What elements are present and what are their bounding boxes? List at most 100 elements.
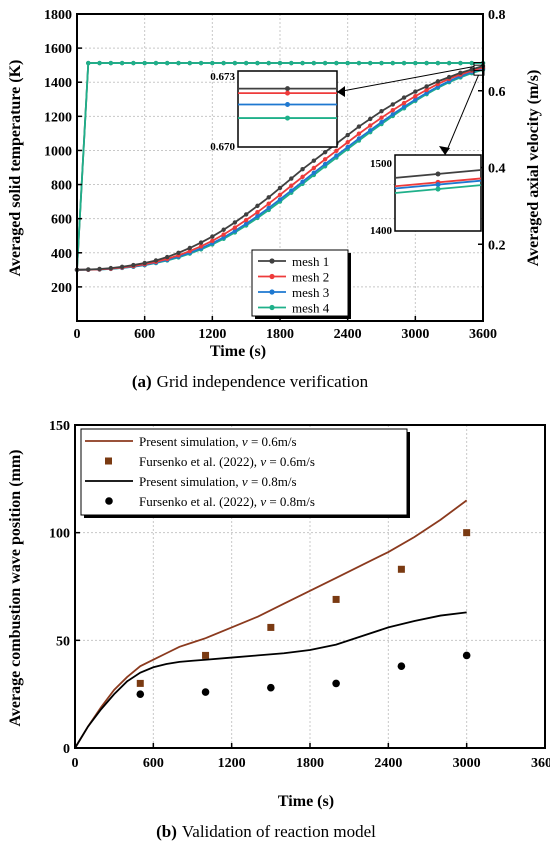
a-temperature-point [232, 220, 238, 225]
a-inset-velocity-tick-bottom: 0.670 [210, 141, 235, 153]
b-legend-label-suffix: = 0.6m/s [248, 434, 297, 449]
panel-b-caption-text: Validation of reaction model [182, 822, 376, 841]
a-temperature-point [322, 161, 328, 167]
a-temperature-point [289, 188, 294, 193]
a-temperature-point [379, 115, 384, 120]
a-velocity-point [131, 60, 136, 66]
a-temperature-point [210, 234, 215, 239]
a-inset-temperature-tick-top: 1500 [370, 158, 393, 170]
b-legend-swatch-square [105, 457, 112, 465]
panel-b-series [74, 499, 471, 749]
a-temperature-point [266, 205, 271, 211]
a-inset-velocity-point [285, 86, 290, 92]
a-inset-velocity-point [285, 101, 290, 107]
a-temperature-point [300, 179, 305, 184]
a-y2-tick-label: 0.2 [488, 238, 506, 253]
a-temperature-point [243, 212, 249, 217]
a-temperature-point [424, 90, 429, 96]
a-zoom-marker-temperature [473, 64, 485, 76]
b-x-tick-label: 0 [72, 756, 79, 771]
a-y-tick-label: 600 [51, 213, 72, 228]
panel-b-caption-label: (b) [156, 822, 177, 841]
a-inset-velocity-point [285, 115, 290, 121]
a-temperature-point [210, 238, 215, 244]
a-temperature-point [311, 170, 317, 175]
b-legend-swatch-circle [105, 497, 113, 505]
a-temperature-point [322, 157, 328, 162]
a-velocity-point [165, 60, 170, 66]
a-inset-temperature-point [435, 182, 441, 188]
b-line [74, 499, 468, 749]
a-legend-swatch-marker [269, 304, 275, 311]
a-temperature-point [390, 107, 395, 113]
b-legend-label-var: v [260, 454, 266, 469]
a-temperature-point [289, 183, 294, 188]
a-velocity-point [142, 60, 147, 66]
a-velocity-point [243, 60, 249, 66]
b-legend-label: Present simulation, v = 0.8m/s [139, 474, 297, 489]
panel-b-caption: (b) Validation of reaction model [156, 822, 376, 841]
b-square-point [397, 565, 405, 573]
a-temperature-point [322, 149, 328, 155]
panel-a-caption-text: Grid independence verification [157, 372, 369, 391]
a-temperature-point [277, 185, 283, 191]
a-y-tick-label: 400 [51, 247, 72, 262]
b-legend-label-var: v [242, 474, 248, 489]
a-temperature-point [255, 203, 260, 209]
a-temperature-point [334, 153, 339, 158]
a-temperature-point [232, 225, 238, 230]
panel-a-series [74, 60, 486, 273]
b-legend-label-prefix: Present simulation, [139, 474, 242, 489]
a-x-tick-label: 3600 [469, 327, 497, 342]
a-y-tick-label: 800 [51, 179, 72, 194]
b-square-point [332, 595, 340, 603]
a-y-tick-label: 1400 [44, 76, 72, 91]
a-temperature-point [198, 240, 204, 245]
a-inset-temperature-arrowhead [439, 146, 450, 155]
a-x-tick-label: 3000 [401, 327, 429, 342]
a-x-tick-label: 600 [134, 327, 155, 342]
a-temperature-point [368, 123, 373, 128]
a-temperature-point [97, 266, 102, 272]
a-temperature-point [198, 244, 204, 249]
a-velocity-point [210, 60, 215, 66]
panel-a-caption-label: (a) [132, 372, 152, 391]
a-y2-tick-label: 0.6 [488, 85, 506, 100]
a-temperature-point [413, 89, 418, 94]
a-velocity-point [390, 60, 395, 66]
a-x-tick-label: 0 [74, 327, 81, 342]
panel-a-y-axis-label: Averaged solid temperature (K) [7, 60, 24, 277]
b-y-tick-label: 50 [56, 634, 70, 649]
a-temperature-point [187, 245, 192, 251]
a-velocity-point [108, 60, 114, 66]
b-legend-label-prefix: Fursenko et al. (2022), [139, 494, 260, 509]
a-temperature-point [390, 102, 395, 107]
a-temperature-point [334, 148, 339, 153]
b-y-tick-label: 100 [49, 527, 70, 542]
b-circle-point [397, 662, 406, 670]
a-y-tick-label: 1200 [44, 110, 72, 125]
panel-b-ticks: 0 600 1200 1800 2400 3000 3600 0 50 100 150 [49, 419, 550, 771]
a-temperature-point [86, 267, 91, 272]
b-circle-point [332, 679, 340, 688]
a-x-tick-label: 1200 [198, 327, 226, 342]
a-temperature-point [300, 174, 305, 180]
a-velocity-point [232, 60, 238, 66]
a-x-tick-label: 1800 [266, 327, 294, 342]
a-legend-swatch-marker [269, 289, 275, 295]
a-x-tick-label: 2400 [334, 327, 362, 342]
b-square-point [267, 623, 275, 631]
a-temperature-point [379, 109, 384, 114]
a-inset-velocity-arrowhead [337, 86, 345, 97]
a-inset-velocity-point [285, 90, 290, 96]
a-temperature-point [356, 124, 362, 129]
a-temperature-point [368, 128, 373, 133]
panel-a-y2-axis-label: Averaged axial velocity (m/s) [525, 70, 542, 267]
a-inset-temperature-tick-bottom: 1400 [370, 225, 393, 237]
a-temperature-point [345, 132, 350, 138]
a-velocity-point [187, 60, 192, 66]
panel-a: 0 600 1200 1800 2400 3000 3600 200 400 600 800 1000… [7, 8, 542, 391]
a-inset-velocity-frame [237, 70, 338, 148]
a-temperature-point [255, 213, 260, 219]
